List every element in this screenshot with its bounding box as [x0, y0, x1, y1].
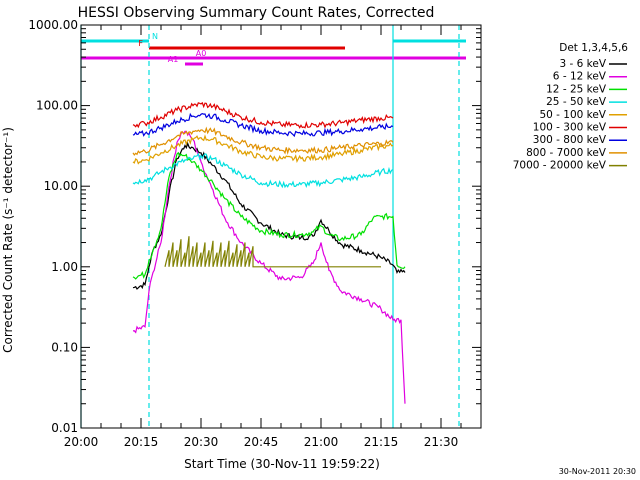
y-tick-label-1: 100.00	[36, 99, 78, 113]
x-tick-label-1: 20:15	[124, 435, 159, 449]
flag-label-N: N	[152, 32, 158, 41]
y-tick-label-4: 0.10	[51, 340, 78, 354]
series-line-7	[132, 126, 394, 156]
flag-label-A0: A0	[196, 49, 207, 58]
x-tick-label-4: 21:00	[304, 435, 339, 449]
x-tick-label-2: 20:30	[184, 435, 219, 449]
series-line-2	[132, 151, 406, 280]
legend-label-8: 7000 - 20000 keV	[513, 160, 607, 172]
series-line-3	[132, 152, 394, 189]
y-tick-label-0: 1000.00	[28, 18, 78, 32]
legend-label-4: 50 - 100 keV	[539, 109, 606, 121]
x-tick-label-0: 20:00	[64, 435, 99, 449]
plot-area	[80, 25, 460, 428]
legend-label-7: 800 - 7000 keV	[526, 147, 607, 159]
series-line-8	[164, 236, 381, 268]
series-line-4	[132, 134, 394, 165]
legend-title: Det 1,3,4,5,6	[559, 42, 628, 54]
x-tick-label-6: 21:30	[424, 435, 459, 449]
plot-frame	[80, 24, 482, 429]
legend-label-3: 25 - 50 keV	[546, 96, 607, 108]
legend-label-5: 100 - 300 keV	[533, 122, 607, 134]
y-axis-label: Corrected Count Rate (s⁻¹ detector⁻¹)	[1, 127, 15, 353]
series-line-5	[132, 101, 394, 129]
series-line-0	[132, 141, 406, 290]
x-tick-label-3: 20:45	[244, 435, 279, 449]
y-tick-label-2: 10.00	[44, 179, 78, 193]
x-axis-label: Start Time (30-Nov-11 19:59:22)	[184, 457, 380, 471]
series-line-6	[132, 112, 394, 138]
flag-label-F: F	[138, 39, 143, 48]
y-tick-label-3: 1.00	[51, 260, 78, 274]
legend-label-1: 6 - 12 keV	[553, 71, 607, 83]
legend-label-2: 12 - 25 keV	[546, 83, 607, 95]
series-line-1	[132, 130, 406, 404]
x-tick-label-5: 21:15	[364, 435, 399, 449]
y-tick-label-5: 0.01	[51, 421, 78, 435]
legend-label-0: 3 - 6 keV	[559, 58, 606, 70]
observing-flags: NF A0 A1	[81, 32, 466, 66]
timestamp-label: 30-Nov-2011 20:30	[559, 467, 636, 476]
flag-label-A1: A1	[168, 55, 179, 64]
legend-label-6: 300 - 800 keV	[533, 134, 607, 146]
chart-title: HESSI Observing Summary Count Rates, Cor…	[78, 5, 435, 21]
